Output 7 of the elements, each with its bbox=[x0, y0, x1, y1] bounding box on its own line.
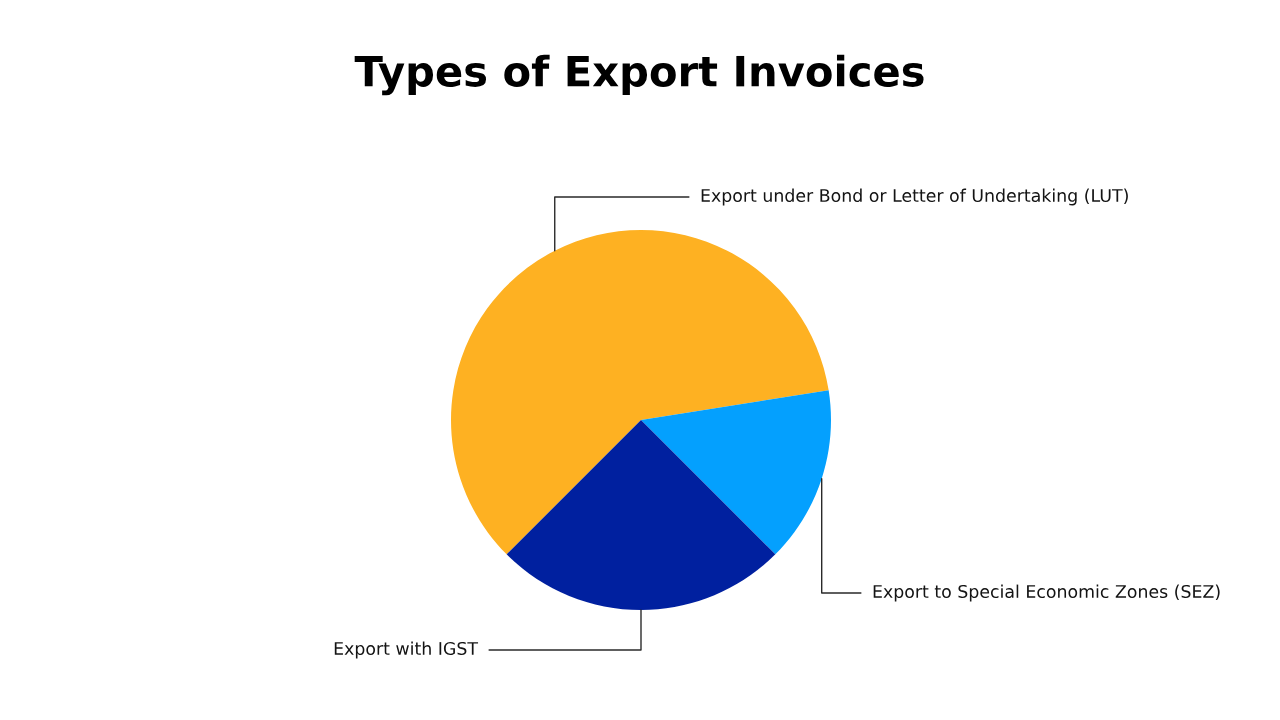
slice-label: Export to Special Economic Zones (SEZ) bbox=[873, 584, 1220, 602]
chart-title: Types of Export Invoices bbox=[354, 54, 924, 96]
slice-label: Export with IGST bbox=[334, 641, 479, 659]
pie-slice bbox=[451, 230, 829, 555]
slice-label: Export under Bond or Letter of Undertaking (LUT) bbox=[701, 188, 1128, 206]
pie-slice bbox=[506, 420, 776, 610]
pie-slice bbox=[641, 390, 831, 555]
